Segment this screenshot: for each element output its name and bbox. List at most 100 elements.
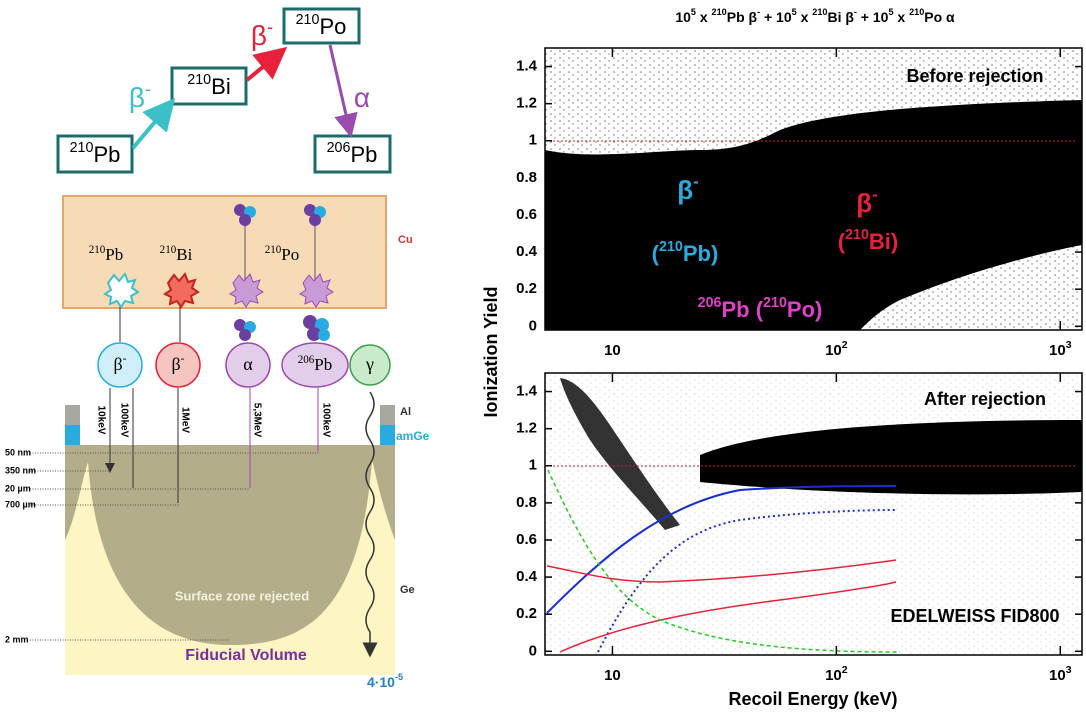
superscript: 206 xyxy=(698,295,722,311)
particle-label: β- xyxy=(113,352,126,374)
y-tick-label: 1.4 xyxy=(516,58,538,75)
text-part: x xyxy=(894,9,910,25)
text-part: α xyxy=(354,82,370,113)
tick-base: 10 xyxy=(825,667,842,684)
superscript: 206 xyxy=(327,140,351,156)
x-tick-label: 103 xyxy=(1049,339,1072,359)
text-part: Pb xyxy=(93,142,120,167)
y-tick-label: 0.8 xyxy=(516,494,537,511)
depth-lines xyxy=(30,452,320,641)
text-part: Po) xyxy=(787,297,822,322)
depth-label: 20 µm xyxy=(5,483,31,493)
text-part: Pb) xyxy=(683,241,718,266)
x-tick-label: 10 xyxy=(604,342,621,359)
superscript: 210 xyxy=(265,244,282,256)
text-part: + 10 xyxy=(760,9,792,25)
text-part: Bi xyxy=(176,245,192,264)
rejected-zone xyxy=(65,445,395,645)
superscript: 210 xyxy=(70,140,94,156)
y-tick-label: 0.4 xyxy=(516,243,538,260)
y-tick-label: 1.4 xyxy=(516,383,538,400)
emitter-label: 210Pb xyxy=(89,244,124,264)
layer-label: Ge xyxy=(400,584,415,596)
y-tick-label: 0.4 xyxy=(516,568,538,585)
y-tick-label: 0.6 xyxy=(516,206,537,223)
text-part: Before rejection xyxy=(906,66,1043,86)
superscript: - xyxy=(872,185,878,204)
particle-label: α xyxy=(243,354,253,374)
superscript: 5 xyxy=(691,7,696,17)
y-tick-label: 0 xyxy=(529,317,537,334)
fiducial-label: Fiducial Volume xyxy=(185,647,307,664)
node-box xyxy=(170,66,248,106)
decay-arrow xyxy=(245,46,288,82)
layer-label: Cu xyxy=(398,234,413,246)
layer-label: amGe xyxy=(396,429,430,443)
superscript: 210 xyxy=(812,7,827,17)
tick-exponent: 3 xyxy=(1066,664,1072,676)
detector: 210Pb 210Bi 210Po β- β- α 206Pb γ 10keV … xyxy=(5,195,430,690)
depth-label: 2 mm xyxy=(5,634,29,644)
x-axis-label: Recoil Energy (keV) xyxy=(728,689,897,709)
text-part: EDELWEISS FID800 xyxy=(890,606,1059,626)
y-tick-label: 1.2 xyxy=(516,95,537,112)
tick-exponent: 2 xyxy=(842,339,848,351)
text-part: β xyxy=(171,354,180,374)
y-tick-label: 0.2 xyxy=(516,280,537,297)
arrow-label: α xyxy=(354,82,370,113)
node-box xyxy=(313,134,392,174)
superscript: - xyxy=(693,172,699,191)
node-label: 206Pb xyxy=(327,140,378,167)
emitter-label: 210Bi xyxy=(160,244,193,264)
y-tick-label: 1 xyxy=(529,457,537,474)
superscript: 206 xyxy=(298,354,315,366)
superscript: 210 xyxy=(712,7,727,17)
panel-frame xyxy=(544,47,1083,331)
y-tick-label: 0 xyxy=(529,642,537,659)
superscript: 210 xyxy=(909,7,924,17)
text-part: x xyxy=(696,9,712,25)
amge-layer xyxy=(65,425,80,445)
text-part: ( xyxy=(838,229,846,254)
scatter-cloud xyxy=(545,373,1082,655)
superscript: 210 xyxy=(187,72,211,88)
decay-arrow xyxy=(131,97,176,150)
y-tick-label: 1.2 xyxy=(516,420,537,437)
x-tick-label: 102 xyxy=(825,664,848,684)
particle-label: β- xyxy=(171,352,184,374)
text-part: γ xyxy=(365,354,374,374)
superscript: 210 xyxy=(845,227,869,243)
annotation: EDELWEISS FID800 xyxy=(890,606,1059,626)
annotation: Before rejection xyxy=(906,66,1043,86)
superscript: - xyxy=(181,352,185,365)
superscript: 5 xyxy=(888,7,893,17)
x-tick-label: 10 xyxy=(604,667,621,684)
gamma-probability: 4·10-5 xyxy=(367,672,403,689)
text-part: β xyxy=(113,354,122,374)
text-part: + 10 xyxy=(857,9,889,25)
zone-label: Surface zone rejected xyxy=(175,588,309,603)
energy-label: 1MeV xyxy=(179,407,190,433)
text-part: Pb xyxy=(350,142,377,167)
annotation: (210Pb) xyxy=(652,239,719,266)
annotation: β- xyxy=(856,185,878,218)
node-label: 210Bi xyxy=(187,72,230,99)
decay-arrow xyxy=(328,44,358,138)
text-part: β xyxy=(677,175,693,205)
text-part: β xyxy=(251,20,267,51)
particle-label: 206Pb xyxy=(298,354,333,374)
superscript: - xyxy=(854,7,857,17)
unity-line xyxy=(545,140,1082,467)
tick-base: 10 xyxy=(825,342,842,359)
arrow-label: β- xyxy=(251,17,273,52)
superscript: 210 xyxy=(659,239,683,255)
tick-base: 10 xyxy=(1049,342,1066,359)
y-tick-label: 1 xyxy=(529,132,537,149)
particle-shapes xyxy=(97,342,391,388)
charts: 00.20.40.60.811.21.410 102 103β-(210Pb)β-(… xyxy=(481,7,1082,709)
superscript: 210 xyxy=(89,244,106,256)
y-axis-label: Ionization Yield xyxy=(481,286,501,417)
scatter-cloud xyxy=(545,48,1082,330)
